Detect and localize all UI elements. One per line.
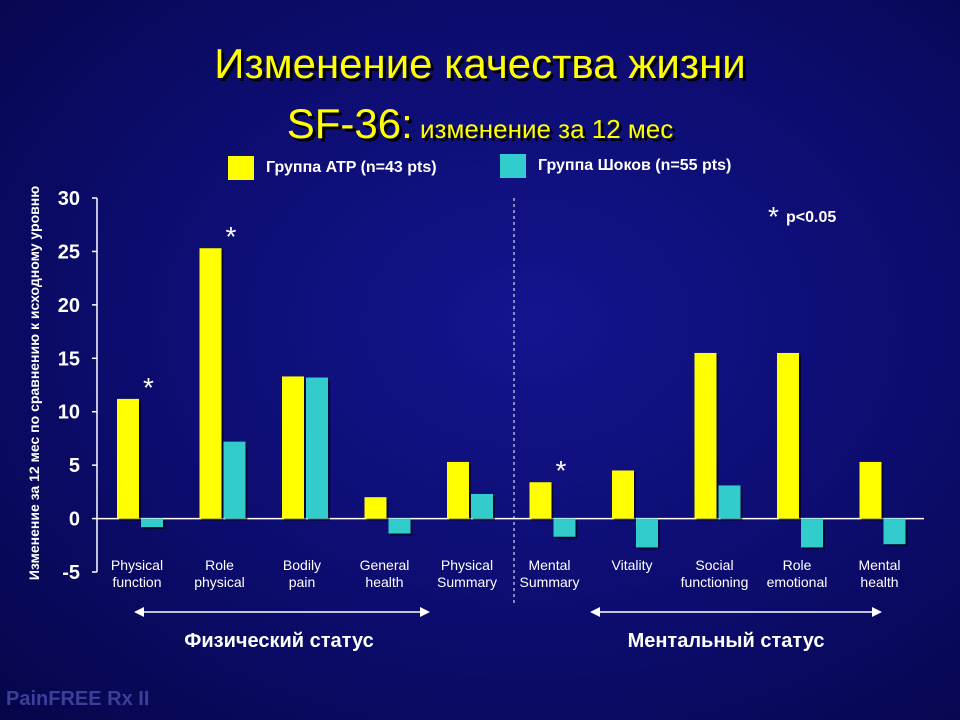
y-tick-label: 0 bbox=[69, 509, 80, 531]
category-label: Social bbox=[695, 557, 733, 573]
bar-shock bbox=[306, 377, 328, 519]
category-label: Role bbox=[783, 557, 812, 573]
bar-shock bbox=[141, 518, 163, 528]
bar-atp bbox=[694, 352, 717, 519]
section-label-mental: Ментальный статус bbox=[627, 630, 825, 652]
bar-atp bbox=[282, 376, 304, 519]
bar-atp bbox=[529, 482, 552, 519]
y-tick-label: 30 bbox=[58, 188, 80, 210]
significance-note-text: p<0.05 bbox=[786, 209, 836, 226]
significance-star: * bbox=[226, 221, 237, 252]
chart-title: Изменение качества жизни bbox=[214, 40, 746, 87]
y-tick-label: 10 bbox=[58, 402, 80, 424]
y-tick-label: 25 bbox=[58, 241, 80, 263]
bar-atp bbox=[859, 461, 882, 519]
category-label: Mental bbox=[528, 557, 570, 573]
category-label: Role bbox=[205, 557, 234, 573]
category-label: Summary bbox=[520, 574, 580, 590]
section-arrow-physical bbox=[134, 607, 430, 617]
bar-atp bbox=[199, 248, 222, 519]
legend-swatch-atp bbox=[228, 156, 254, 180]
bar-layer bbox=[117, 248, 908, 550]
section-label-physical: Физический статус bbox=[184, 630, 374, 652]
category-label: pain bbox=[289, 574, 315, 590]
bar-shock bbox=[801, 518, 823, 548]
chart-subtitle: SF-36: изменение за 12 мес bbox=[0, 100, 960, 148]
y-tick-label: 5 bbox=[69, 455, 80, 477]
bar-shock bbox=[223, 441, 246, 519]
category-label: functioning bbox=[681, 574, 749, 590]
bar-shock bbox=[636, 518, 658, 548]
significance-note: * p<0.05 bbox=[768, 201, 836, 232]
y-tick-label: 15 bbox=[58, 348, 80, 370]
bar-shock bbox=[718, 485, 741, 519]
bar-atp bbox=[117, 398, 139, 519]
legend: Группа ATP (n=43 pts) Группа Шоков (n=55… bbox=[228, 154, 828, 182]
footer-label: PainFREE Rx II bbox=[6, 688, 150, 710]
category-label: Physical bbox=[111, 557, 163, 573]
bar-shock bbox=[883, 518, 906, 545]
subtitle-rest: изменение за 12 мес bbox=[412, 114, 674, 144]
category-label: Mental bbox=[858, 557, 900, 573]
category-label: emotional bbox=[767, 574, 828, 590]
significance-note-star: * bbox=[768, 201, 779, 232]
y-tick-label: 20 bbox=[58, 295, 80, 317]
legend-swatch-shock bbox=[500, 154, 526, 178]
bar-atp bbox=[364, 497, 387, 519]
bar-atp bbox=[612, 470, 634, 519]
bar-shock bbox=[471, 493, 493, 519]
label-layer: *Physicalfunction*RolephysicalBodilypain… bbox=[111, 221, 901, 590]
category-label: health bbox=[860, 574, 898, 590]
subtitle-main: SF-36: bbox=[286, 100, 413, 147]
category-label: function bbox=[112, 574, 161, 590]
bar-atp bbox=[777, 352, 799, 519]
category-label: Physical bbox=[441, 557, 493, 573]
category-label: General bbox=[360, 557, 410, 573]
legend-label-atp: Группа ATP (n=43 pts) bbox=[266, 159, 437, 176]
significance-star: * bbox=[556, 455, 567, 486]
legend-item-shock: Группа Шоков (n=55 pts) bbox=[500, 154, 731, 178]
legend-item-atp: Группа ATP (n=43 pts) bbox=[228, 156, 437, 180]
legend-label-shock: Группа Шоков (n=55 pts) bbox=[538, 157, 732, 174]
bar-atp bbox=[447, 461, 469, 519]
category-label: Bodily bbox=[283, 557, 321, 573]
category-label: Vitality bbox=[612, 557, 653, 573]
bar-shock bbox=[553, 518, 576, 537]
y-tick-label: -5 bbox=[62, 562, 80, 584]
section-arrow-mental bbox=[590, 607, 882, 617]
category-label: physical bbox=[194, 574, 245, 590]
significance-star: * bbox=[143, 372, 154, 403]
category-label: health bbox=[365, 574, 403, 590]
bar-shock bbox=[388, 518, 411, 534]
category-label: Summary bbox=[437, 574, 497, 590]
